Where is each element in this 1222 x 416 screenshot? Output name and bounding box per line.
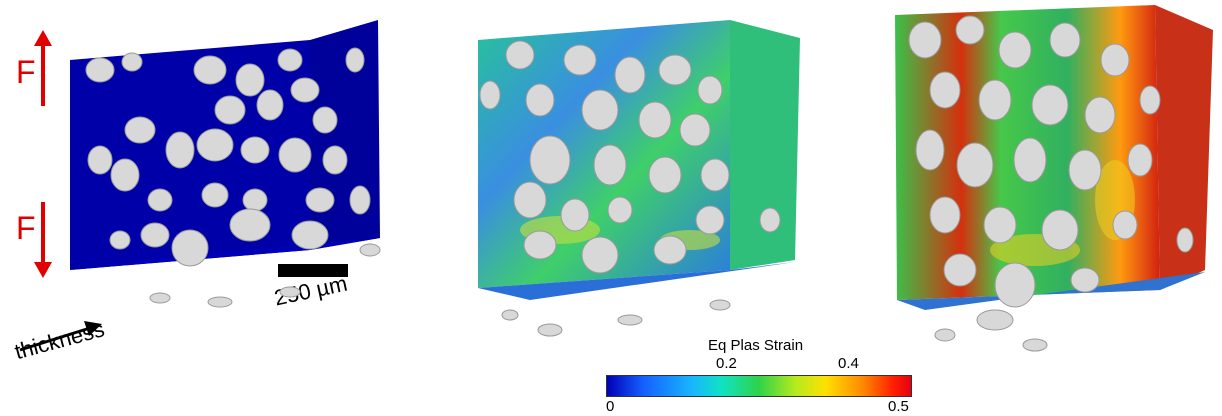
colorbar-tick-0.2: 0.2 [716, 355, 737, 372]
colorbar-tick-0.4: 0.4 [838, 355, 859, 372]
force-arrow-up [34, 30, 52, 106]
force-label-top: F [16, 54, 36, 90]
scale-bar [278, 264, 348, 277]
colorbar-legend: Eq Plas Strain 0.2 0.4 0 0.5 [604, 335, 914, 416]
colorbar-tick-min: 0 [606, 398, 615, 415]
microstructure-panel-strain-high [885, 0, 1222, 360]
microstructure-panel-strain-mid [470, 0, 820, 340]
colorbar-gradient [606, 375, 912, 397]
force-arrow-down [34, 202, 52, 278]
force-label-bottom: F [16, 210, 36, 246]
thickness-arrow [19, 321, 102, 352]
colorbar-title: Eq Plas Strain [708, 337, 804, 354]
colorbar-tick-max: 0.5 [888, 398, 909, 415]
microstructure-panel-undeformed [60, 0, 400, 316]
